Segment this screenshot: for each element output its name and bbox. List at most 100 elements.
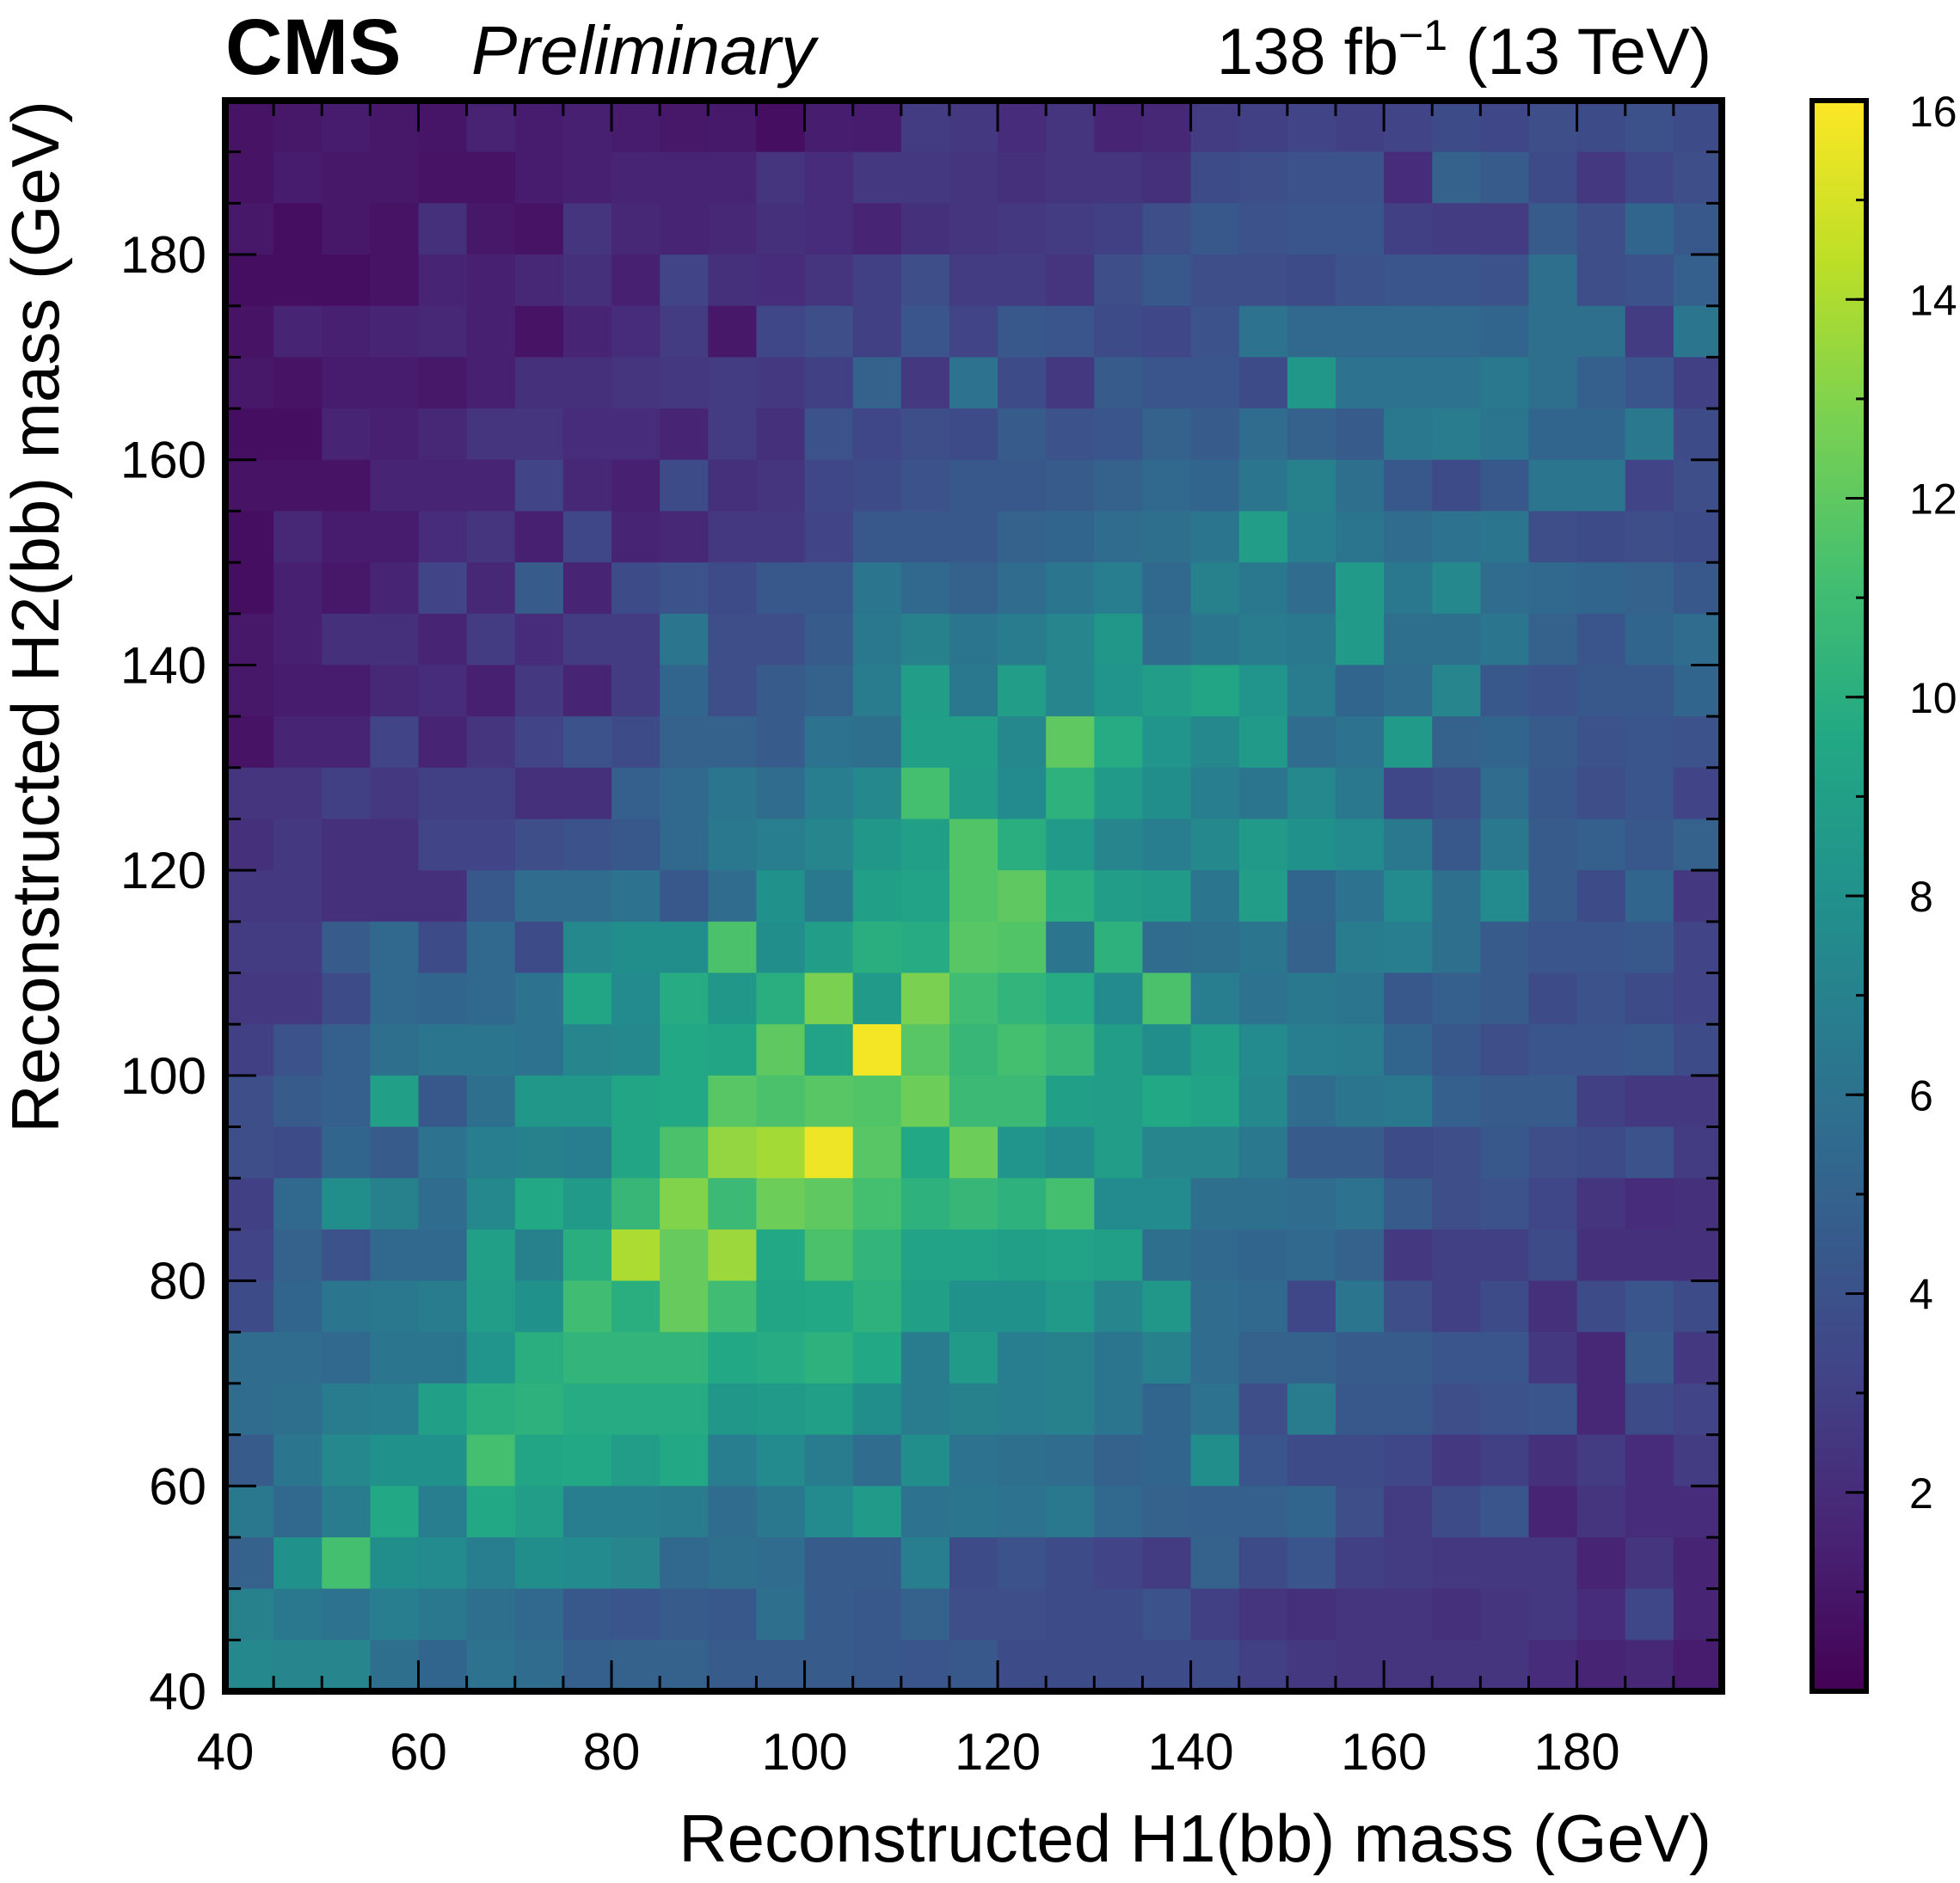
heatmap-cell	[756, 562, 806, 615]
heatmap-cell	[322, 1178, 371, 1230]
heatmap-cell	[804, 151, 854, 204]
heatmap-cell	[1576, 1434, 1626, 1487]
heatmap-cell	[370, 1332, 420, 1384]
heatmap-cell	[708, 1536, 758, 1590]
heatmap-cell	[1335, 870, 1385, 923]
heatmap-cell	[1094, 716, 1144, 769]
heatmap-cell	[1287, 511, 1336, 563]
y-tick-label: 180	[120, 226, 206, 284]
heatmap-cell	[804, 459, 854, 512]
heatmap-cell	[1335, 408, 1385, 461]
heatmap-cell	[1576, 767, 1626, 820]
heatmap-cell	[1673, 203, 1723, 255]
heatmap-cell	[900, 1178, 950, 1230]
heatmap-cell	[1432, 665, 1481, 717]
heatmap-cell	[370, 1178, 420, 1230]
heatmap-cell	[370, 305, 420, 358]
heatmap-cell	[1528, 357, 1578, 409]
heatmap-cell	[804, 1640, 854, 1692]
heatmap-cell	[1384, 255, 1433, 307]
heatmap-cell	[660, 613, 709, 666]
heatmap-cell	[1287, 1486, 1336, 1538]
heatmap-cell	[1576, 1588, 1626, 1641]
heatmap-cell	[418, 1640, 468, 1692]
heatmap-cell	[1287, 1126, 1336, 1179]
heatmap-cell	[1142, 613, 1192, 666]
heatmap-cell	[1094, 665, 1144, 717]
heatmap-cell	[611, 357, 661, 409]
heatmap-cell	[611, 1486, 661, 1538]
heatmap-cell	[273, 1229, 323, 1282]
heatmap-cell	[1287, 1434, 1336, 1487]
heatmap-cell	[660, 1126, 709, 1179]
heatmap-cell	[562, 1178, 612, 1230]
heatmap-cell	[225, 716, 274, 769]
heatmap-cell	[1190, 819, 1240, 871]
heatmap-cell	[225, 1588, 274, 1641]
heatmap-cell	[1480, 1588, 1530, 1641]
heatmap-cell	[273, 870, 323, 923]
heatmap-cell	[804, 1486, 854, 1538]
heatmap-cell	[418, 767, 468, 820]
heatmap-cell	[1190, 255, 1240, 307]
heatmap-cell	[1480, 972, 1530, 1025]
heatmap-cell	[1046, 1229, 1095, 1282]
heatmap-cell	[949, 1332, 998, 1384]
heatmap-cell	[466, 1536, 516, 1590]
heatmap-cell	[708, 1024, 758, 1076]
heatmap-cell	[466, 408, 516, 461]
heatmap-cell	[1046, 1536, 1095, 1590]
heatmap-cell	[998, 716, 1047, 769]
heatmap-cell	[1528, 613, 1578, 666]
heatmap-cell	[1190, 1075, 1240, 1128]
heatmap-cell	[852, 1024, 902, 1076]
heatmap-cell	[1046, 1383, 1095, 1436]
heatmap-cell	[900, 1536, 950, 1590]
heatmap-cell	[1384, 972, 1433, 1025]
heatmap-cell	[562, 1588, 612, 1641]
heatmap-cell	[998, 151, 1047, 204]
heatmap-cell	[1384, 870, 1433, 923]
heatmap-cell	[949, 203, 998, 255]
heatmap-cell	[225, 1229, 274, 1282]
heatmap-cell	[949, 255, 998, 307]
heatmap-cell	[370, 819, 420, 871]
heatmap-cell	[756, 305, 806, 358]
heatmap-cell	[1046, 1075, 1095, 1128]
x-tick-label: 140	[1148, 1723, 1234, 1781]
heatmap-cell	[900, 613, 950, 666]
heatmap-cell	[1432, 357, 1481, 409]
heatmap-cell	[756, 1486, 806, 1538]
heatmap-cell	[1576, 1229, 1626, 1282]
colorbar-tick-label: 12	[1909, 475, 1957, 524]
heatmap-cell	[1480, 511, 1530, 563]
heatmap-cell	[1142, 870, 1192, 923]
heatmap-cell	[756, 255, 806, 307]
heatmap-cell	[900, 870, 950, 923]
heatmap-cell	[1384, 1280, 1433, 1333]
heatmap-cell	[756, 767, 806, 820]
heatmap-cell	[708, 255, 758, 307]
heatmap-cell	[1335, 1383, 1385, 1436]
heatmap-cell	[998, 1075, 1047, 1128]
heatmap-cell	[466, 716, 516, 769]
heatmap-cell	[900, 1126, 950, 1179]
heatmap-cell	[1625, 665, 1674, 717]
heatmap-cell	[1432, 305, 1481, 358]
heatmap-cell	[418, 870, 468, 923]
lumi-prefix: 138 fb	[1217, 15, 1398, 89]
heatmap-cell	[756, 408, 806, 461]
x-tick-label: 60	[390, 1723, 447, 1781]
heatmap-cell	[611, 1383, 661, 1436]
heatmap-cell	[466, 613, 516, 666]
heatmap-cell	[1238, 1332, 1288, 1384]
heatmap-cell	[852, 767, 902, 820]
heatmap-cell	[1432, 203, 1481, 255]
heatmap-cell	[949, 665, 998, 717]
heatmap-cell	[225, 459, 274, 512]
heatmap-cell	[1384, 511, 1433, 563]
heatmap-cell	[562, 459, 612, 512]
heatmap-cell	[562, 613, 612, 666]
heatmap-cell	[949, 972, 998, 1025]
